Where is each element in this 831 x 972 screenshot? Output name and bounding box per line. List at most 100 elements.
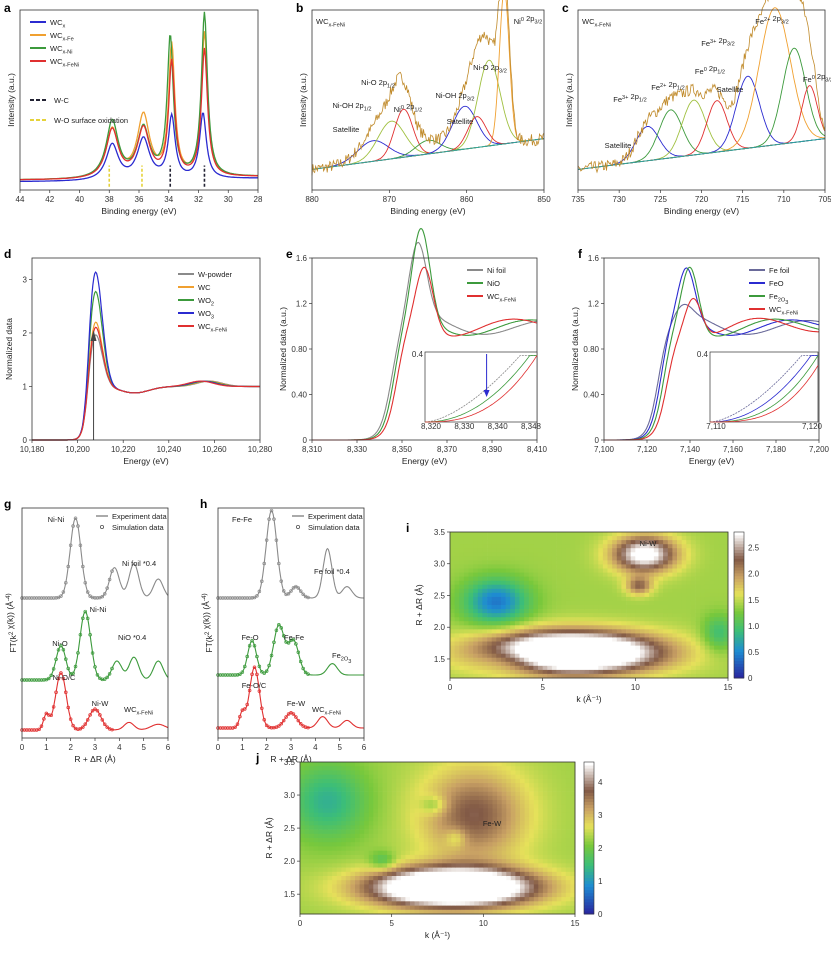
heat-cell <box>533 609 539 614</box>
heat-cell <box>658 532 664 537</box>
heat-cell <box>473 669 479 675</box>
heat-cell <box>677 661 682 667</box>
heat-cell <box>468 596 474 602</box>
heat-cell <box>519 637 525 642</box>
heat-cell <box>364 816 370 822</box>
simulation-marker <box>262 671 266 675</box>
heat-cell <box>723 637 729 642</box>
heat-cell <box>538 829 544 835</box>
heat-cell <box>482 609 488 614</box>
heat-cell <box>405 816 411 822</box>
heat-cell <box>529 795 535 801</box>
heat-cell <box>450 596 455 602</box>
heat-cell <box>382 829 388 835</box>
heat-cell <box>382 804 388 809</box>
heat-cell <box>510 645 516 651</box>
heat-cell <box>538 560 543 565</box>
heat-cell <box>469 795 475 801</box>
heat-cell <box>437 871 443 877</box>
heat-cell <box>723 588 729 594</box>
text-part: Fe <box>755 17 764 26</box>
heat-cell <box>570 592 576 598</box>
heat-cell <box>387 897 393 902</box>
heat-cell <box>640 653 645 659</box>
heat-cell <box>612 584 618 590</box>
heat-cell <box>304 909 310 915</box>
heat-cell <box>644 580 650 586</box>
heat-cell <box>556 621 562 626</box>
heat-cell <box>474 871 480 877</box>
heat-cell <box>686 532 692 537</box>
heat-cell <box>345 888 351 894</box>
subscript: x-FeNi <box>137 711 154 717</box>
heat-cell <box>446 804 452 809</box>
heat-cell <box>695 665 701 671</box>
heat-cell <box>644 609 650 614</box>
heat-cell <box>368 909 374 915</box>
heat-cell <box>556 787 562 792</box>
heat-cell <box>446 892 452 898</box>
heat-cell <box>663 653 669 659</box>
heat-cell <box>538 825 544 830</box>
heat-cell <box>551 641 557 646</box>
heat-cell <box>561 544 567 549</box>
peak-annotation: Satellite <box>333 125 360 134</box>
heat-cell <box>492 880 498 885</box>
heat-cell <box>451 859 457 864</box>
heat-cell <box>396 829 402 835</box>
heat-cell <box>556 673 562 679</box>
x-tick-label: 36 <box>135 195 144 204</box>
colorbar-cell <box>734 616 744 621</box>
heat-cell <box>538 783 544 788</box>
peak-annotation: Fe3+ 2p3/2 <box>701 36 734 48</box>
heat-cell <box>700 572 706 578</box>
colorbar-cell <box>734 631 744 635</box>
heat-cell <box>593 576 599 582</box>
heat-cell <box>570 673 576 679</box>
heat-cell <box>695 609 701 614</box>
heat-cell <box>542 617 548 622</box>
heat-cell <box>547 825 553 830</box>
heat-cell <box>382 795 388 801</box>
heat-cell <box>589 576 594 582</box>
heat-cell <box>584 600 590 606</box>
heat-cell <box>551 645 557 651</box>
heat-cell <box>309 787 315 792</box>
heat-cell <box>584 596 590 602</box>
heat-cell <box>561 816 567 822</box>
heat-cell <box>304 892 310 898</box>
heat-cell <box>496 649 502 655</box>
heat-cell <box>497 795 503 801</box>
heat-cell <box>487 892 493 898</box>
heat-cell <box>677 609 682 614</box>
heat-cell <box>612 621 618 626</box>
heat-cell <box>414 816 420 822</box>
heat-cell <box>336 821 342 826</box>
heat-cell <box>575 596 581 602</box>
heat-cell <box>579 661 585 667</box>
heat-cell <box>570 560 576 565</box>
heat-cell <box>468 637 474 642</box>
heat-cell <box>524 580 530 586</box>
heat-cell <box>455 859 461 864</box>
simulation-marker <box>78 632 83 637</box>
heat-cell <box>501 871 507 877</box>
heat-cell <box>510 833 516 839</box>
heat-cell <box>322 871 328 877</box>
heat-cell <box>309 871 315 877</box>
heat-cell <box>487 762 493 767</box>
heat-cell <box>359 825 365 830</box>
simulation-marker <box>264 538 269 542</box>
heat-cell <box>551 600 557 606</box>
heat-cell <box>528 588 534 594</box>
heat-cell <box>463 580 469 586</box>
simulation-marker <box>54 690 58 694</box>
heat-cell <box>460 808 466 813</box>
heat-cell <box>313 808 319 813</box>
heat-cell <box>437 821 443 826</box>
heat-cell <box>459 560 465 565</box>
heat-cell <box>561 621 567 626</box>
simulation-marker <box>306 725 310 730</box>
heat-cell <box>533 653 539 659</box>
heat-cell <box>630 661 636 667</box>
